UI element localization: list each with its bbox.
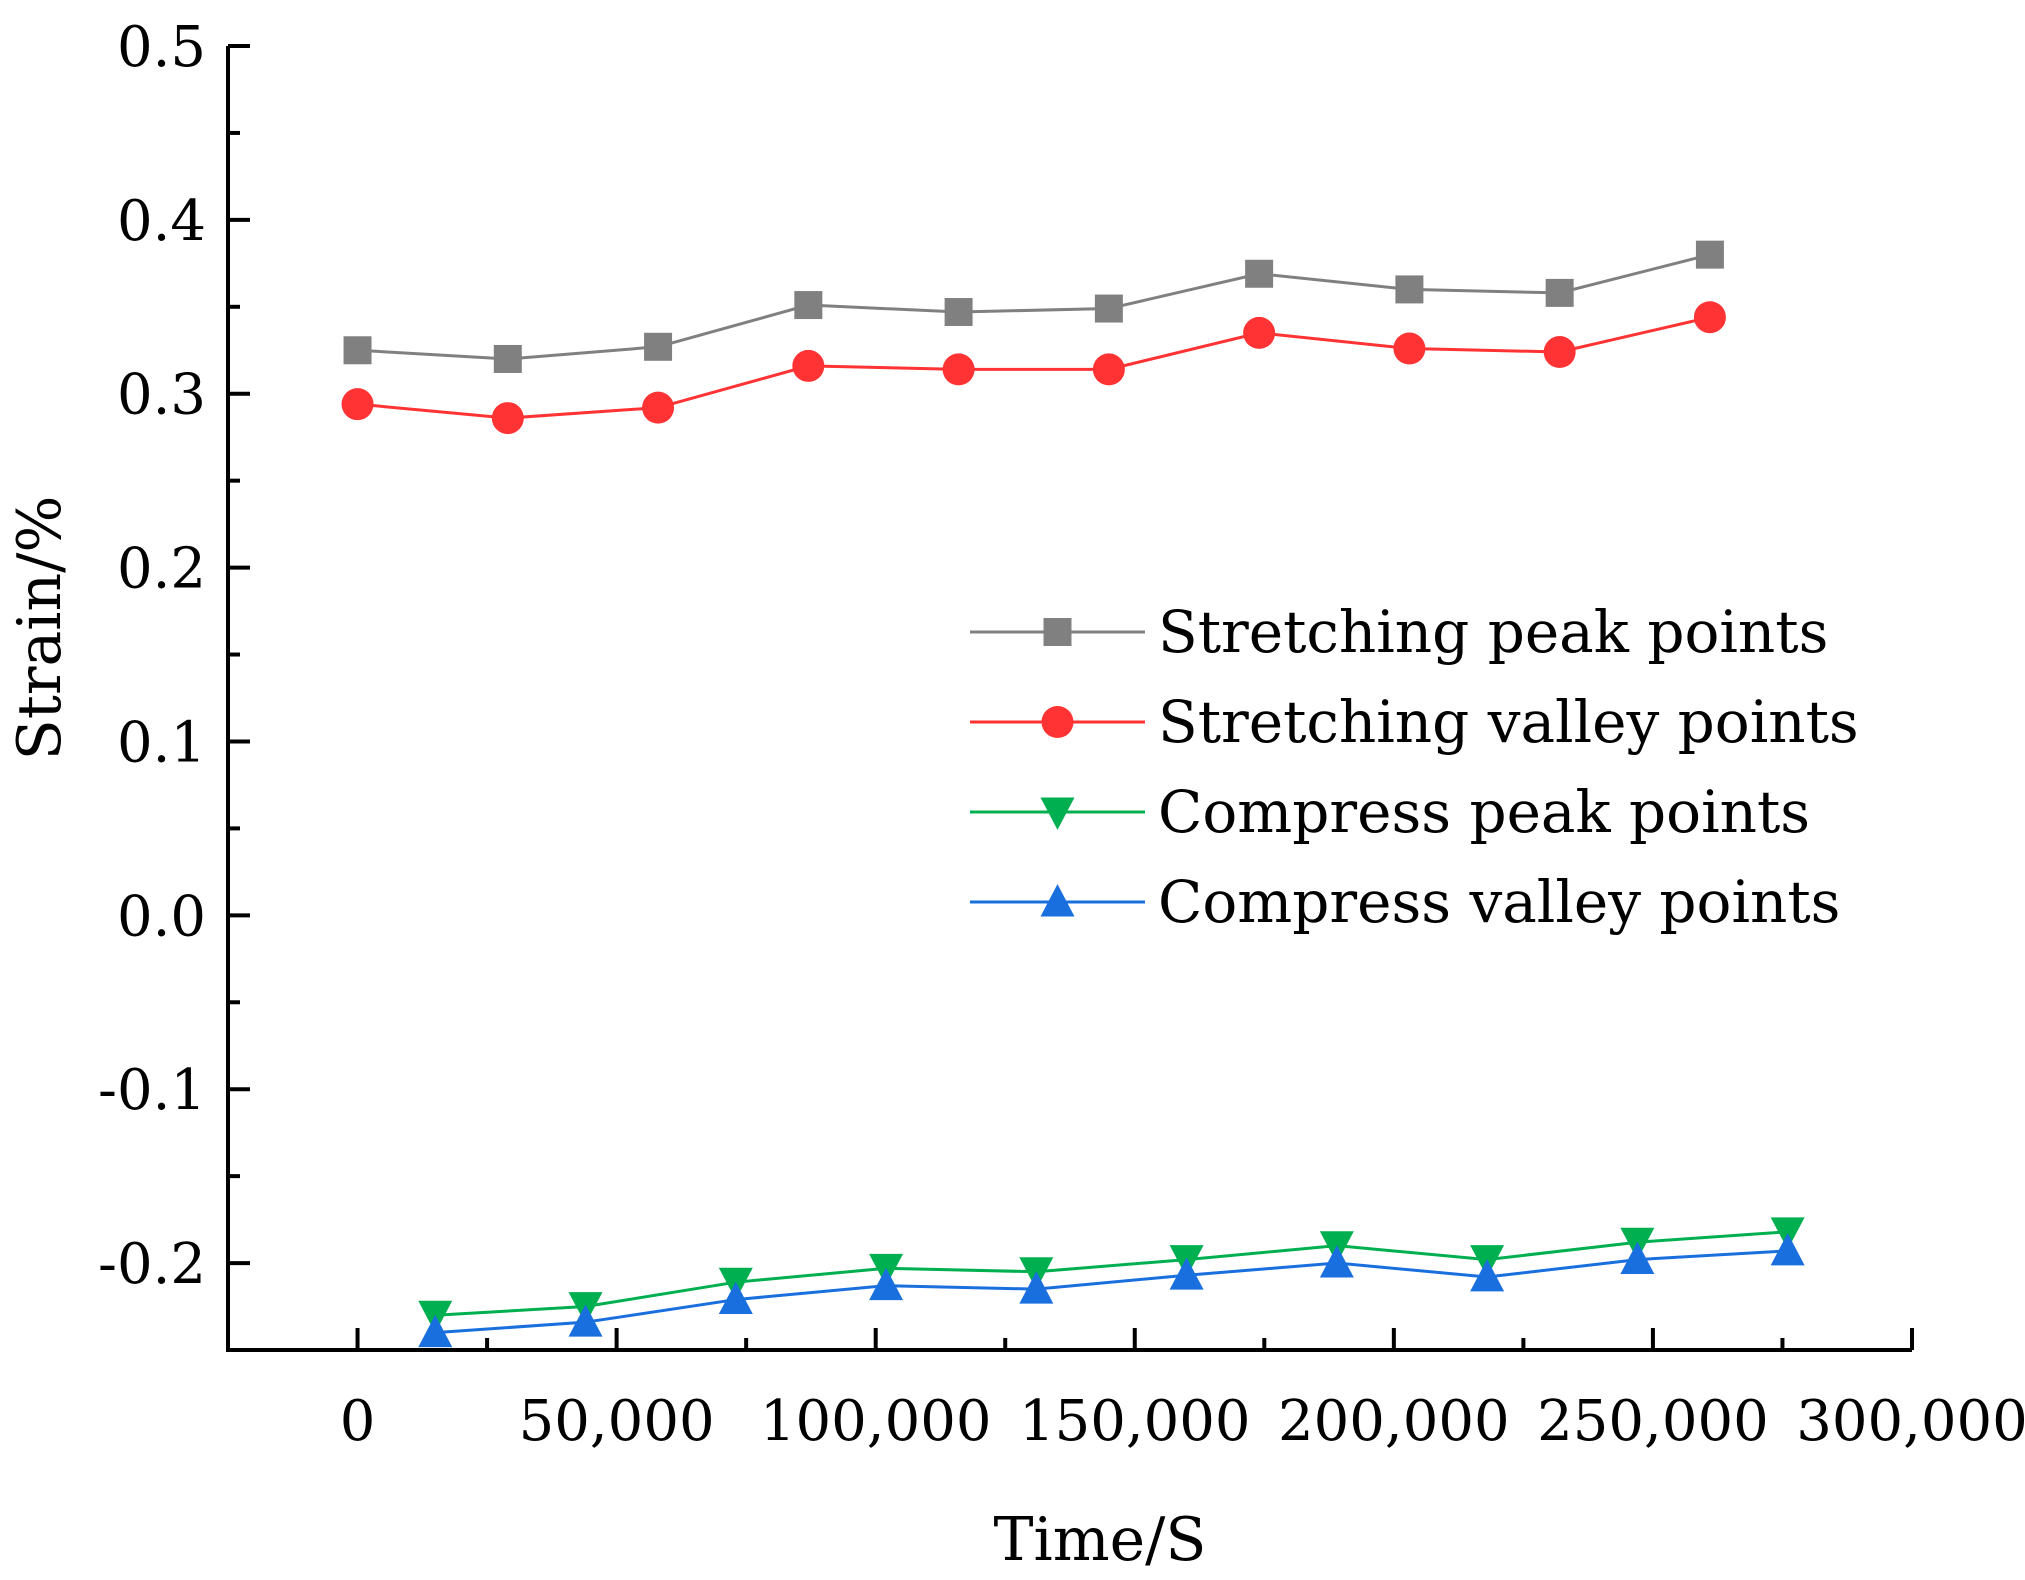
series-line xyxy=(435,1249,1788,1335)
data-point xyxy=(1169,1257,1204,1290)
data-point xyxy=(1770,1233,1805,1266)
series-line xyxy=(435,1230,1788,1317)
legend-item: Stretching valley points xyxy=(970,688,1859,756)
y-axis-title: Strain/% xyxy=(5,496,75,761)
series-line xyxy=(357,253,1711,361)
series-line xyxy=(357,315,1711,420)
data-point xyxy=(944,298,973,327)
data-point xyxy=(493,344,522,373)
data-point xyxy=(1243,316,1276,349)
data-point xyxy=(1695,240,1724,269)
legend-marker xyxy=(1041,706,1074,738)
y-tick-label: 0.3 xyxy=(117,363,206,428)
data-point xyxy=(794,291,823,320)
legend-item: Compress valley points xyxy=(970,868,1840,936)
legend-label: Compress valley points xyxy=(1158,868,1840,936)
data-point xyxy=(1094,294,1123,323)
data-point xyxy=(642,391,675,424)
data-point xyxy=(1693,301,1726,334)
data-point xyxy=(1545,278,1574,307)
data-point xyxy=(568,1304,603,1337)
y-tick-label: 0.1 xyxy=(117,710,206,775)
x-tick-label: 150,000 xyxy=(1019,1389,1251,1454)
series-0 xyxy=(343,240,1724,373)
data-point xyxy=(1620,1241,1655,1275)
x-tick-label: 250,000 xyxy=(1537,1389,1769,1454)
data-point xyxy=(644,332,673,361)
data-point xyxy=(718,1281,753,1315)
legend-item: Stretching peak points xyxy=(970,598,1828,666)
data-point xyxy=(1319,1245,1354,1278)
data-point xyxy=(1019,1271,1054,1304)
y-tick-label: -0.1 xyxy=(98,1058,206,1123)
x-tick-label: 200,000 xyxy=(1278,1389,1510,1454)
x-tick-label: 50,000 xyxy=(519,1389,715,1454)
legend-label: Stretching valley points xyxy=(1158,688,1859,756)
x-tick-label: 0 xyxy=(340,1389,376,1454)
data-point xyxy=(1543,336,1576,369)
legend-marker xyxy=(1043,618,1072,646)
axes: -0.2 -0.1 0.0 0.1 0.2 0.3 0.4 0.5 0 50,000 100,000… xyxy=(98,15,2025,1454)
legend-item: Compress peak points xyxy=(970,778,1810,846)
y-tick-label: 0.4 xyxy=(117,189,206,254)
data-point xyxy=(792,349,825,382)
series-3 xyxy=(418,1233,1805,1348)
x-tick-label: 100,000 xyxy=(760,1389,992,1454)
data-point xyxy=(1092,353,1125,386)
data-point xyxy=(1395,275,1424,304)
x-tick-label: 300,000 xyxy=(1796,1389,2025,1454)
data-point xyxy=(418,1314,453,1348)
plot-series xyxy=(341,240,1805,1348)
data-point xyxy=(1245,259,1274,288)
data-point xyxy=(1470,1259,1505,1292)
y-tick-label: 0.5 xyxy=(117,15,206,80)
x-axis-title: Time/S xyxy=(994,1505,1207,1575)
y-tick-label: 0.0 xyxy=(117,884,206,949)
legend-marker xyxy=(1040,797,1075,830)
legend-label: Stretching peak points xyxy=(1158,598,1828,666)
legend-label: Compress peak points xyxy=(1158,778,1810,846)
data-point xyxy=(341,388,374,421)
legend: Stretching peak points Stretching valley … xyxy=(970,598,1859,936)
data-point xyxy=(491,402,524,435)
y-tick-label: 0.2 xyxy=(117,537,206,602)
series-1 xyxy=(341,301,1726,435)
data-point xyxy=(343,336,372,365)
legend-marker xyxy=(1040,884,1075,917)
data-point xyxy=(869,1267,904,1301)
data-point xyxy=(1393,332,1426,365)
y-tick-label: -0.2 xyxy=(98,1232,206,1297)
data-point xyxy=(942,353,975,386)
